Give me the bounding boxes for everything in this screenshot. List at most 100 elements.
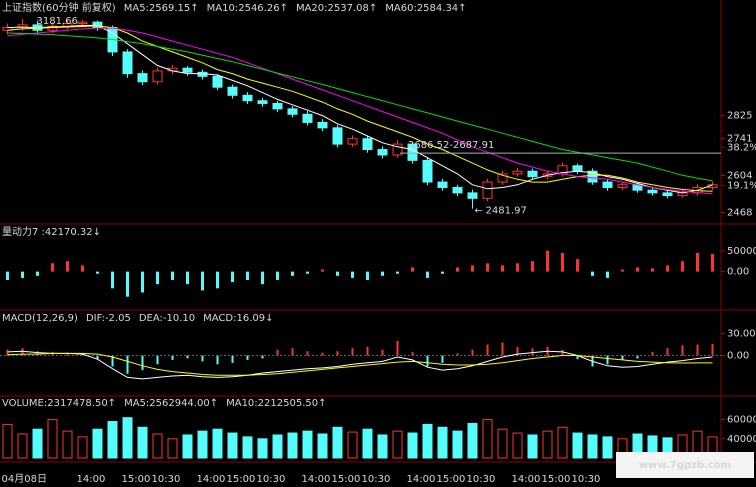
bar xyxy=(696,252,699,272)
candle-body xyxy=(152,70,163,83)
bar xyxy=(291,271,294,276)
candle-body xyxy=(17,24,28,29)
ma-line xyxy=(7,32,713,182)
volume-bar xyxy=(182,434,193,459)
bar xyxy=(141,271,144,293)
bar xyxy=(711,254,714,272)
macd-bar xyxy=(561,349,564,356)
bar xyxy=(396,271,399,274)
candle-body xyxy=(617,184,628,188)
volume-bar xyxy=(2,423,13,459)
volume-bar xyxy=(47,419,58,459)
bar xyxy=(231,271,234,283)
volume-bar xyxy=(512,432,523,459)
y-tick-label: 50000 xyxy=(727,246,756,257)
candle-body xyxy=(527,170,538,178)
x-tick-label: 04月08日 xyxy=(2,473,47,485)
bar xyxy=(306,271,309,274)
macd-bar xyxy=(246,355,249,360)
volume-bar xyxy=(212,428,223,459)
panel-label: MA20:2537.08↑ xyxy=(296,3,377,14)
volume-bar xyxy=(32,428,43,459)
candle-body xyxy=(482,181,493,199)
candle-body xyxy=(182,67,193,73)
volume-bar xyxy=(227,432,238,459)
volume-bar xyxy=(317,433,328,459)
panel-label: MACD(12,26,9) xyxy=(2,313,78,324)
macd-bar xyxy=(66,352,69,356)
x-tick-label: 15:00 xyxy=(437,474,466,485)
macd-bar xyxy=(681,345,684,356)
volume-bar xyxy=(107,421,118,459)
bar xyxy=(516,263,519,272)
bar xyxy=(426,271,429,278)
bar xyxy=(576,259,579,272)
candle-body xyxy=(77,21,88,24)
panel-label: VOLUME:2317478.50↑ xyxy=(2,398,116,409)
bar xyxy=(51,263,54,272)
macd-bar xyxy=(36,351,39,356)
panel-label: 量动力7 :42170.32↓ xyxy=(2,225,101,238)
panel-label: MACD:16.09↓ xyxy=(203,313,273,324)
macd-bar xyxy=(276,349,279,356)
low-label: 2481.97 xyxy=(486,206,527,217)
macd-bar xyxy=(711,343,714,356)
volume-bar xyxy=(77,436,88,459)
volume-bar xyxy=(467,422,478,459)
macd-bar xyxy=(111,355,114,367)
volume-bar xyxy=(152,433,163,459)
volume-bar xyxy=(17,433,28,459)
macd-bar xyxy=(636,355,639,359)
y-tick-label: 30.00 xyxy=(727,329,756,340)
bar xyxy=(441,271,444,274)
candle-body xyxy=(92,21,103,29)
volume-bar xyxy=(377,434,388,459)
bar xyxy=(561,252,564,272)
panel-label: DEA:-10.10 xyxy=(139,313,195,324)
bar xyxy=(156,271,159,285)
candle-body xyxy=(302,113,313,123)
level-label: 2686.52-2687.91 xyxy=(408,140,494,151)
macd-bar xyxy=(186,355,189,359)
bar xyxy=(546,250,549,272)
bar xyxy=(186,271,189,285)
bar xyxy=(171,271,174,280)
macd-bar xyxy=(336,351,339,356)
bar xyxy=(36,271,39,276)
macd-bar xyxy=(96,355,99,360)
y-tick-label: 2468 xyxy=(727,207,752,218)
bar xyxy=(336,271,339,276)
macd-bar xyxy=(441,355,444,363)
macd-bar xyxy=(201,355,204,362)
volume-bar xyxy=(62,430,73,459)
macd-bar xyxy=(456,353,459,356)
macd-bar xyxy=(486,344,489,356)
volume-bar xyxy=(437,426,448,459)
bar xyxy=(366,271,369,280)
candle-body xyxy=(452,186,463,194)
candle-body xyxy=(572,165,583,172)
bar xyxy=(381,271,384,276)
bar xyxy=(621,269,624,272)
x-tick-label: 14:00 xyxy=(77,474,106,485)
panel-label: MA5:2569.15↑ xyxy=(124,3,199,14)
volume-bar xyxy=(137,426,148,459)
macd-bar xyxy=(501,342,504,356)
candle-body xyxy=(347,138,358,145)
bar xyxy=(411,267,414,272)
ma-line xyxy=(7,25,713,192)
volume-bar xyxy=(392,430,403,459)
x-tick-label: 15:00 xyxy=(227,474,256,485)
candle-body xyxy=(287,108,298,115)
bar xyxy=(276,271,279,280)
candle-body xyxy=(602,181,613,188)
arrow: ← xyxy=(475,206,483,217)
volume-bar xyxy=(242,436,253,459)
y-tick-label: 0.00 xyxy=(727,267,749,278)
bar xyxy=(111,271,114,289)
macd-bar xyxy=(21,348,24,356)
x-tick-label: 15:00 xyxy=(542,474,571,485)
watermark: www.7gpzb.com xyxy=(639,460,731,471)
x-tick-label: 10:30 xyxy=(467,474,496,485)
macd-bar xyxy=(381,349,384,356)
